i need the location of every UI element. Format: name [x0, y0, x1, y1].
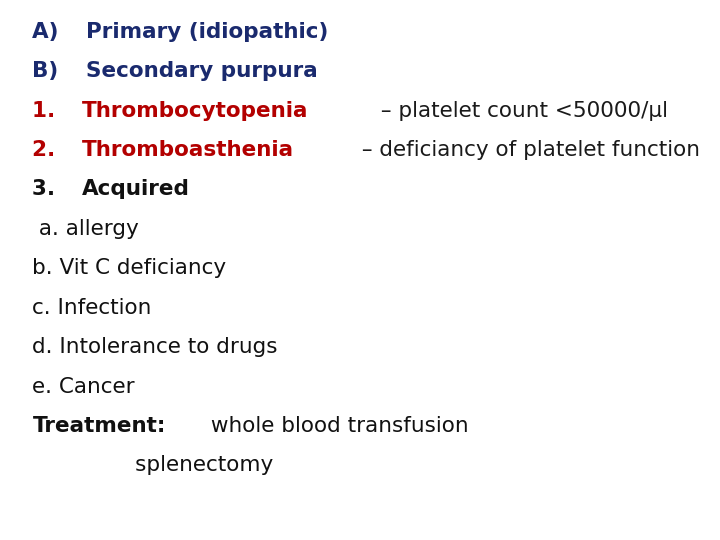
- Text: splenectomy: splenectomy: [32, 455, 274, 475]
- Text: Secondary purpura: Secondary purpura: [86, 61, 318, 81]
- Text: d. Intolerance to drugs: d. Intolerance to drugs: [32, 337, 278, 357]
- Text: whole blood transfusion: whole blood transfusion: [204, 416, 469, 436]
- Text: – platelet count <50000/µl: – platelet count <50000/µl: [374, 100, 668, 120]
- Text: a. allergy: a. allergy: [32, 219, 139, 239]
- Text: Treatment:: Treatment:: [32, 416, 166, 436]
- Text: e. Cancer: e. Cancer: [32, 376, 135, 396]
- Text: – deficiancy of platelet function: – deficiancy of platelet function: [356, 140, 701, 160]
- Text: Thromboasthenia: Thromboasthenia: [82, 140, 294, 160]
- Text: 1.: 1.: [32, 100, 71, 120]
- Text: 3.: 3.: [32, 179, 71, 199]
- Text: 2.: 2.: [32, 140, 71, 160]
- Text: Thrombocytopenia: Thrombocytopenia: [82, 100, 308, 120]
- Text: b. Vit C deficiancy: b. Vit C deficiancy: [32, 258, 227, 278]
- Text: Acquired: Acquired: [81, 179, 189, 199]
- Text: A): A): [32, 22, 74, 42]
- Text: c. Infection: c. Infection: [32, 298, 152, 318]
- Text: B): B): [32, 61, 73, 81]
- Text: Primary (idiopathic): Primary (idiopathic): [86, 22, 328, 42]
